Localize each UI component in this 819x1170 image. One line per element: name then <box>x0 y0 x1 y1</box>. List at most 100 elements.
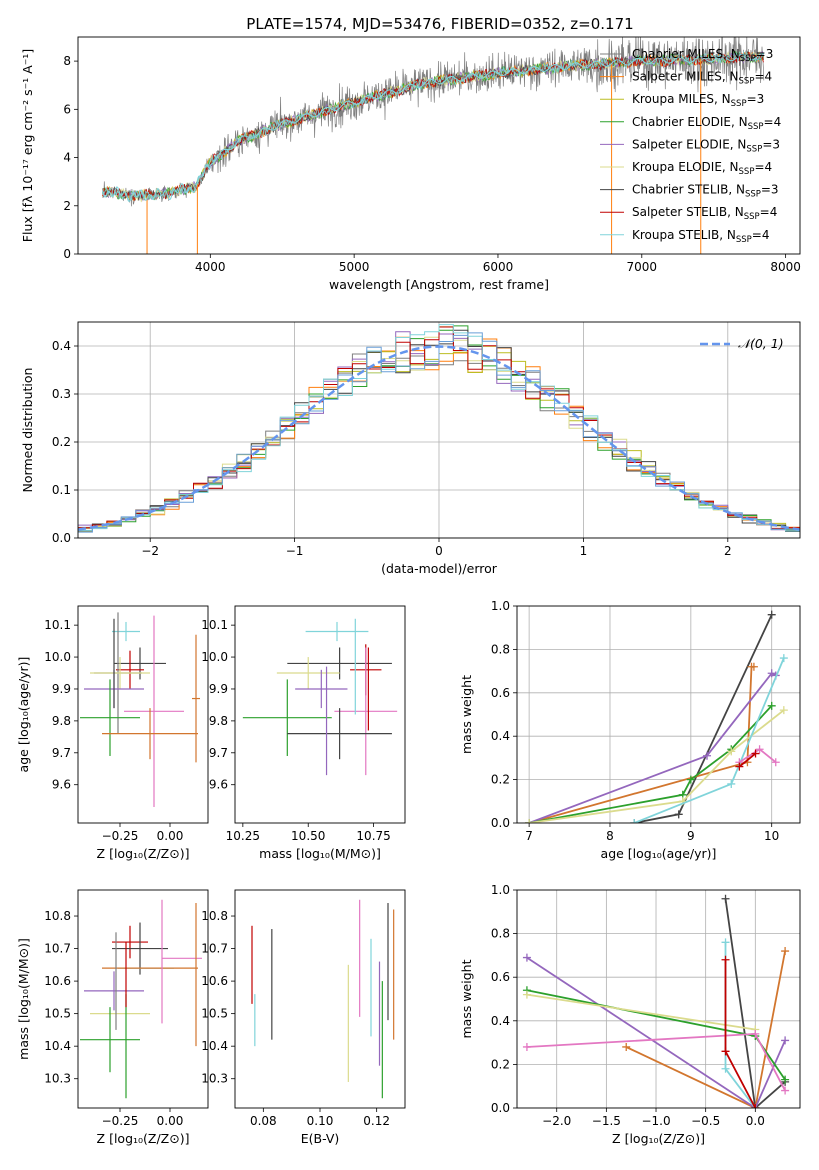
y-tick-label: 10.7 <box>44 942 71 956</box>
errorbar-point <box>287 647 392 680</box>
series-line <box>634 614 773 823</box>
y-axis-label: mass [log₁₀(M/M⊙)] <box>16 938 31 1060</box>
plus-marker <box>781 1086 790 1095</box>
x-tick-label: 8 <box>606 829 614 843</box>
x-axis-label: (data-model)/error <box>381 561 498 576</box>
y-tick-label: 6 <box>63 102 71 116</box>
y-tick-label: 10.8 <box>201 909 228 923</box>
panel-age-vs-Z: −0.25 0.00 9.6 9.7 9.8 9.9 10.0 10.1 Z [log₁₀(Z/… <box>16 605 209 861</box>
axes-frame <box>234 889 406 1109</box>
series-line <box>526 993 756 1031</box>
plus-marker <box>674 810 683 819</box>
errorbar-point <box>84 971 144 1011</box>
plot-area <box>80 899 202 1099</box>
plot-area <box>101 37 765 254</box>
legend-entry: Kroupa STELIB, NSSP=4 <box>632 228 770 245</box>
normal-reference-curve <box>78 345 800 531</box>
plot-area <box>242 618 398 776</box>
panels: 4000 5000 6000 7000 8000 0 2 4 6 8 wavelength [Ang… <box>16 36 801 1146</box>
y-tick-label: 0.0 <box>52 531 71 545</box>
x-tick-label: 9 <box>687 829 695 843</box>
x-tick-label: −1 <box>286 544 304 558</box>
y-tick-label: 10.8 <box>44 909 71 923</box>
y-tick-label: 0.6 <box>491 686 510 700</box>
x-tick-label: 0.0 <box>746 1114 765 1128</box>
plot-area <box>517 890 800 1108</box>
axes-frame <box>77 889 209 1109</box>
axes-frame <box>516 889 801 1109</box>
legend-entry: Kroupa MILES, NSSP=3 <box>632 92 764 109</box>
x-tick-label: 2 <box>724 544 732 558</box>
plus-marker <box>622 1042 631 1051</box>
y-tick-label: 9.9 <box>209 682 228 696</box>
plus-marker <box>767 610 776 619</box>
plus-marker <box>751 1104 760 1108</box>
y-tick-label: 10.5 <box>44 1007 71 1021</box>
x-tick-label: −1.5 <box>592 1114 621 1128</box>
histogram-series <box>78 324 800 532</box>
x-tick-label: 0.00 <box>157 1114 184 1128</box>
histogram-series <box>78 332 800 533</box>
x-tick-label: −2.0 <box>542 1114 571 1128</box>
plot-area <box>78 322 800 538</box>
y-axis-label: mass weight <box>459 675 474 754</box>
plot-area <box>517 606 800 823</box>
errorbar-point <box>192 634 200 763</box>
plus-marker <box>522 990 531 999</box>
x-tick-label: −0.5 <box>691 1114 720 1128</box>
y-tick-label: 10.7 <box>201 942 228 956</box>
plus-marker <box>779 706 788 715</box>
legend-entry: Kroupa ELODIE, NSSP=4 <box>632 160 772 177</box>
legend-entry: Salpeter ELODIE, NSSP=3 <box>632 137 780 154</box>
plus-marker <box>749 662 758 671</box>
panel-mass-weight-vs-Z: −2.0 −1.5 −1.0 −0.5 0.0 0.0 0.2 0.4 0.6 0.8 1.0 Z [… <box>459 883 801 1146</box>
series-line-best-model <box>101 52 765 203</box>
y-tick-label: 9.6 <box>52 778 71 792</box>
x-tick-label: 0.00 <box>157 829 184 843</box>
histogram-series <box>78 326 800 529</box>
legend-entry: Salpeter MILES, NSSP=4 <box>632 70 772 87</box>
plus-marker <box>721 955 730 964</box>
x-tick-label: 0 <box>435 544 443 558</box>
plus-marker <box>767 701 776 710</box>
plus-marker <box>727 779 736 788</box>
plus-marker <box>686 775 695 784</box>
legend-entry: Salpeter STELIB, NSSP=4 <box>632 205 777 222</box>
errorbar-point <box>242 679 332 756</box>
x-axis-label: Z [log₁₀(Z/Z⊙)] <box>97 1131 190 1146</box>
x-tick-label: 5000 <box>339 260 370 274</box>
plot-area <box>80 612 200 808</box>
y-tick-label: 0.2 <box>52 435 71 449</box>
series-line <box>633 657 785 823</box>
legend-entry: Chabrier ELODIE, NSSP=4 <box>632 115 781 132</box>
errorbar-point <box>112 922 168 975</box>
plot-area <box>251 899 395 1099</box>
series-line-model <box>102 51 764 201</box>
plus-marker <box>771 758 780 767</box>
x-tick-label: 7 <box>525 829 533 843</box>
x-tick-label: 6000 <box>483 260 514 274</box>
legend-entry: 𝒩(0, 1) <box>738 336 784 351</box>
y-axis-label: Flux [fλ 10⁻¹⁷ erg cm⁻² s⁻¹ A⁻¹] <box>20 49 35 242</box>
errorbar-point <box>295 669 348 709</box>
panel-mass-weight-vs-age: 7 8 9 10 0.0 0.2 0.4 0.6 0.8 1.0 age [log₁₀(age/yr… <box>459 599 801 861</box>
errorbar-point <box>90 657 150 689</box>
plus-marker <box>751 1029 760 1038</box>
x-tick-label: −2 <box>141 544 159 558</box>
y-tick-label: 0.0 <box>491 1101 510 1115</box>
x-axis-label: mass [log₁₀(M/M⊙)] <box>259 846 381 861</box>
errorbar-point <box>334 647 398 776</box>
x-tick-label: 4000 <box>195 260 226 274</box>
series-line <box>528 709 785 823</box>
plus-marker <box>721 894 730 903</box>
y-tick-label: 10.6 <box>44 974 71 988</box>
x-tick-label: 1 <box>580 544 588 558</box>
axes-frame <box>77 321 801 539</box>
legend: Chabrier MILES, NSSP=3 Salpeter MILES, NS… <box>600 47 781 245</box>
x-tick-label: 10.25 <box>226 829 260 843</box>
y-tick-label: 10.6 <box>201 974 228 988</box>
y-axis-label: Normed distribution <box>20 368 35 493</box>
series-line <box>738 752 757 768</box>
x-axis-label: age [log₁₀(age/yr)] <box>601 846 717 861</box>
y-tick-label: 9.7 <box>52 746 71 760</box>
